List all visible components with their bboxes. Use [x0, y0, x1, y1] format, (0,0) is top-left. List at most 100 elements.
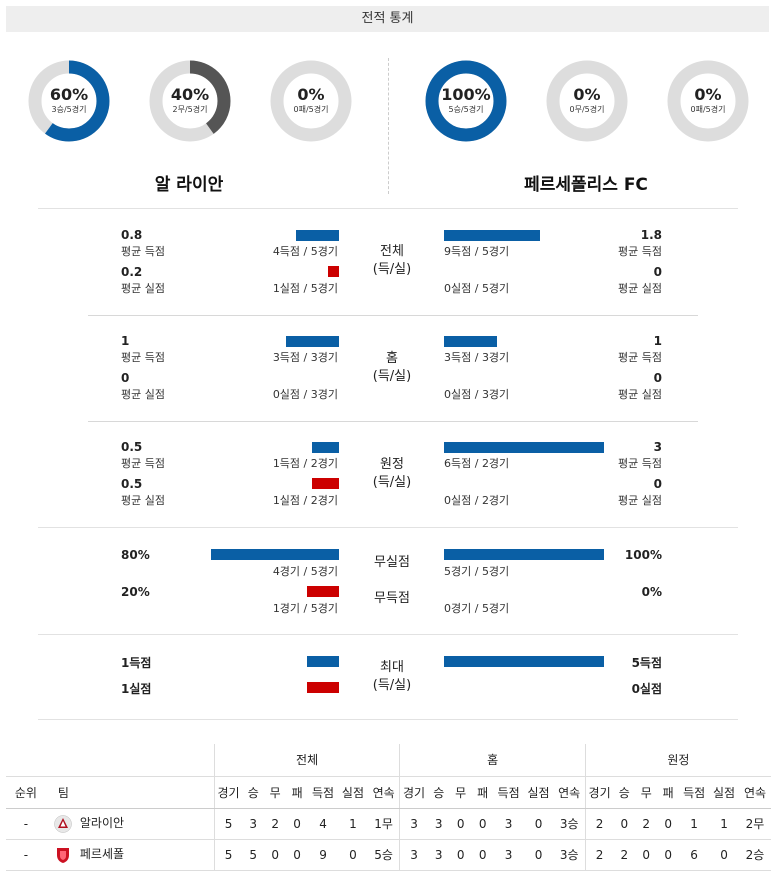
donut-subtext: 5승/5경기 — [448, 105, 484, 114]
column-header: 연속 — [553, 776, 586, 809]
home-goals-against-bar — [328, 266, 339, 277]
avg-against-label: 평균 실점 — [121, 494, 165, 507]
home-loss-donut: 0% 0패/5경기 — [269, 59, 353, 143]
home-goals-for-bar — [312, 442, 339, 453]
persepolis-logo-icon — [54, 846, 72, 864]
home-avg-for-value: 0.5 — [121, 440, 143, 454]
home-clean-sheet-pct: 80% — [121, 548, 150, 562]
avg-for-label: 평균 득점 — [121, 351, 165, 364]
category-subtitle: (득/실) — [372, 678, 412, 693]
donut-percent: 0% — [573, 85, 601, 104]
column-header: 승 — [613, 776, 636, 809]
stat-cell: 2무 — [739, 808, 771, 840]
donut-percent: 0% — [694, 85, 722, 104]
divider — [38, 634, 738, 635]
stat-cell: 5 — [242, 839, 265, 871]
stat-cell: 0 — [286, 808, 309, 840]
away-loss-donut: 0% 0패/5경기 — [666, 59, 750, 143]
group-header-home: 홈 — [399, 744, 586, 777]
donut-percent: 40% — [170, 85, 210, 104]
stat-cell: 6 — [679, 839, 710, 871]
team-header: 팀 — [45, 776, 215, 809]
divider — [88, 421, 698, 422]
avg-for-label: 평균 득점 — [618, 245, 662, 258]
stat-cell: 5 — [213, 808, 243, 840]
category-subtitle: (득/실) — [372, 262, 412, 277]
stat-cell: 1 — [679, 808, 710, 840]
table-row[interactable]: - 알라이안 5 3 2 0 4 1 1무 3 3 0 0 3 0 3승 2 0 2 0 1 1 2무 — [6, 808, 771, 840]
away-avg-for-value: 3 — [653, 440, 662, 454]
donut-subtext: 2무/5경기 — [172, 105, 208, 114]
avg-against-label: 평균 실점 — [618, 388, 662, 401]
category-title: 전체 — [380, 244, 404, 259]
home-avg-against-value: 0.5 — [121, 477, 143, 491]
stat-cell: 3 — [399, 808, 428, 840]
home-goals-for-count: 1득점 / 2경기 — [272, 457, 338, 470]
stat-cell: 3 — [493, 839, 524, 871]
stat-cell: 2 — [584, 808, 614, 840]
stat-cell: 0 — [613, 808, 636, 840]
home-goals-against-bar — [312, 478, 339, 489]
home-goals-for-bar — [286, 336, 339, 347]
stat-cell: 1 — [338, 808, 368, 840]
divider — [38, 719, 738, 720]
column-header: 득점 — [679, 776, 710, 809]
category-no-goal: 무득점 — [374, 591, 410, 606]
stat-cell: 0 — [471, 808, 494, 840]
column-header: 무 — [635, 776, 658, 809]
stat-cell: 0 — [523, 839, 554, 871]
column-header: 경기 — [399, 776, 428, 809]
donut-chart — [425, 60, 507, 142]
category-subtitle: (득/실) — [372, 475, 412, 490]
donut-percent: 100% — [441, 85, 491, 104]
stat-cell: 3승 — [553, 808, 586, 840]
category-max: 최대 (득/실) — [352, 659, 432, 695]
donut-track — [667, 60, 749, 142]
stat-cell: 3 — [493, 808, 524, 840]
table-row[interactable]: - 페르세폴 5 5 0 0 9 0 5승 3 3 0 0 3 0 3승 2 2 0 0 6 0 2승 — [6, 839, 771, 871]
category-title: 원정 — [380, 457, 404, 472]
donut-percent: 0% — [297, 85, 325, 104]
avg-against-label: 평균 실점 — [618, 494, 662, 507]
stat-cell: 3 — [399, 839, 428, 871]
away-avg-against-value: 0 — [653, 265, 662, 279]
column-header: 경기 — [213, 776, 243, 809]
stat-cell: 0 — [449, 839, 472, 871]
home-avg-for-value: 0.8 — [121, 228, 143, 242]
column-header: 패 — [657, 776, 680, 809]
column-header: 무 — [264, 776, 287, 809]
avg-against-label: 평균 실점 — [121, 282, 165, 295]
column-header: 승 — [242, 776, 265, 809]
stat-cell: 3승 — [553, 839, 586, 871]
donut-arc — [28, 60, 110, 142]
away-goals-for-count: 9득점 / 5경기 — [444, 245, 510, 258]
al-rayyan-logo-icon — [54, 815, 72, 833]
column-header: 경기 — [584, 776, 614, 809]
column-header: 무 — [449, 776, 472, 809]
stat-cell: 1무 — [367, 808, 400, 840]
rank-cell: - — [6, 808, 46, 840]
stat-cell: 0 — [471, 839, 494, 871]
group-header-away: 원정 — [584, 744, 771, 777]
rank-header: 순위 — [6, 776, 46, 809]
donut-track — [270, 60, 352, 142]
donut-percent: 60% — [49, 85, 89, 104]
column-header: 연속 — [739, 776, 771, 809]
donut-chart — [28, 60, 110, 142]
team-name-cell[interactable]: 알라이안 — [79, 816, 125, 831]
column-header: 실점 — [523, 776, 554, 809]
donut-track — [546, 60, 628, 142]
away-team-name: 페르세폴리스 FC — [524, 175, 648, 195]
home-clean-sheet-bar — [211, 549, 339, 560]
column-header: 승 — [427, 776, 450, 809]
stat-cell: 0 — [286, 839, 309, 871]
home-max-goals-against: 1실점 — [121, 682, 152, 696]
away-avg-against-value: 0 — [653, 477, 662, 491]
team-name-cell[interactable]: 페르세폴 — [79, 847, 125, 862]
stat-cell: 3 — [427, 808, 450, 840]
home-no-goal-bar — [307, 586, 339, 597]
away-goals-for-bar — [444, 336, 497, 347]
stat-cell: 3 — [242, 808, 265, 840]
stat-cell: 0 — [338, 839, 368, 871]
away-no-goal-pct: 0% — [641, 585, 662, 599]
